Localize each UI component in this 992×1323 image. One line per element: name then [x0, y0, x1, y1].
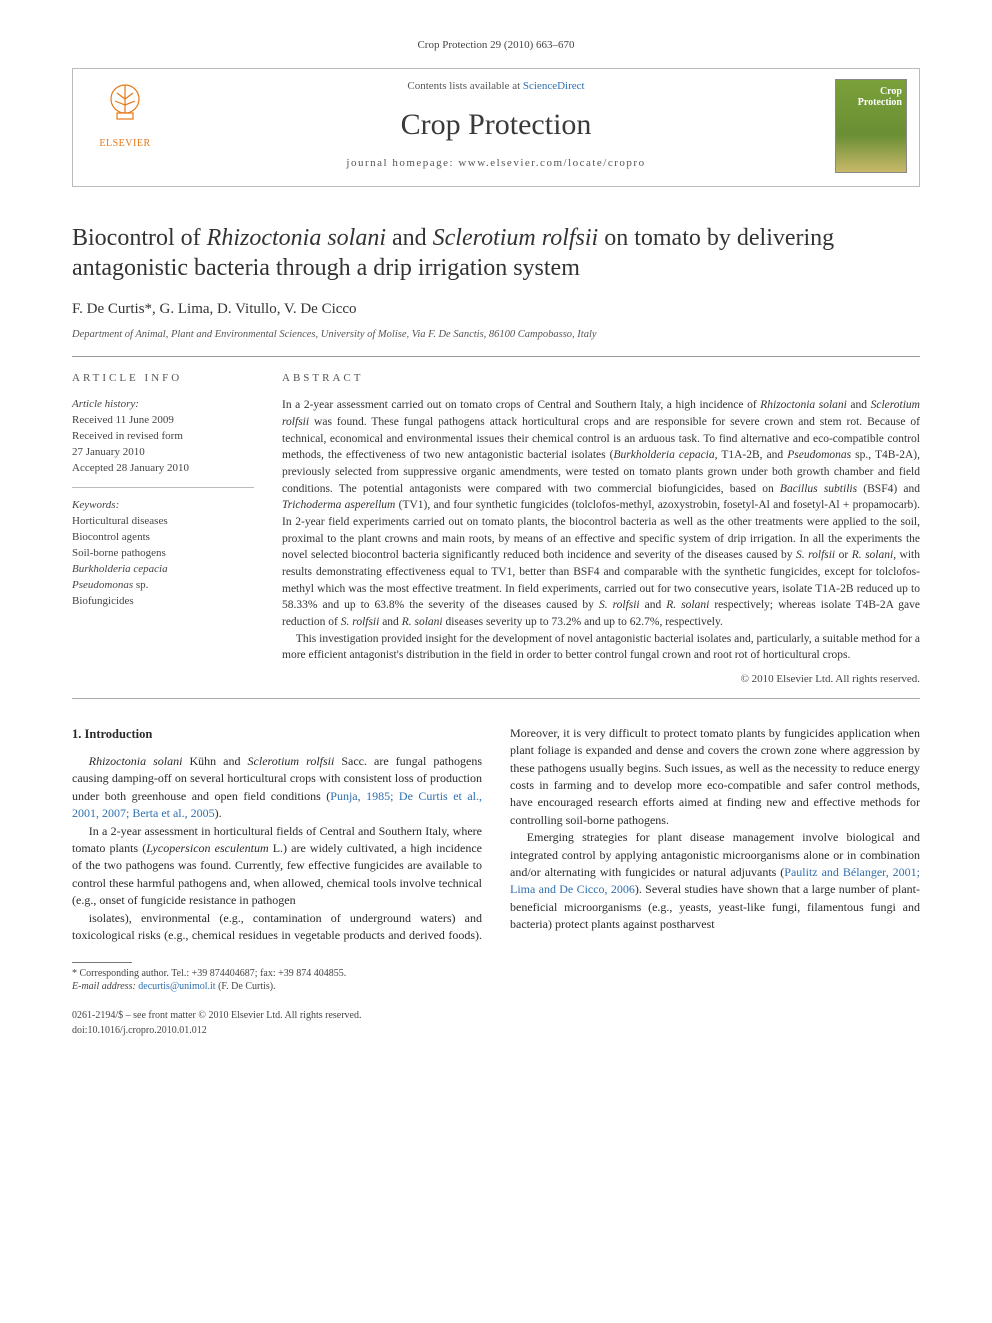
abstract-heading: ABSTRACT: [282, 371, 920, 387]
contents-prefix: Contents lists available at: [407, 80, 522, 92]
corr-author-line: * Corresponding author. Tel.: +39 874404…: [72, 967, 920, 980]
keyword-5: Pseudomonas sp.: [72, 578, 254, 594]
email-label: E-mail address:: [72, 981, 138, 992]
page-root: Crop Protection 29 (2010) 663–670 ELSEVI…: [0, 0, 992, 1078]
title-italic2: Sclerotium rolfsii: [433, 225, 599, 251]
title-italic1: Rhizoctonia solani: [207, 225, 386, 251]
copyright-line: © 2010 Elsevier Ltd. All rights reserved…: [282, 672, 920, 688]
rule-mid: [72, 698, 920, 699]
keyword-5-tail: sp.: [133, 579, 148, 591]
journal-header: ELSEVIER Crop Protection Contents lists …: [72, 68, 920, 187]
intro-p2: In a 2-year assessment in horticultural …: [72, 823, 482, 910]
intro-p4: Emerging strategies for plant disease ma…: [510, 829, 920, 933]
citation-line: Crop Protection 29 (2010) 663–670: [72, 38, 920, 54]
article-history: Article history: Received 11 June 2009 R…: [72, 397, 254, 488]
sciencedirect-link[interactable]: ScienceDirect: [523, 80, 585, 92]
abstract-text: In a 2-year assessment carried out on to…: [282, 397, 920, 664]
abstract-p2: This investigation provided insight for …: [282, 631, 920, 664]
affiliation: Department of Animal, Plant and Environm…: [72, 327, 920, 342]
abstract-p1: In a 2-year assessment carried out on to…: [282, 397, 920, 630]
homepage-url: www.elsevier.com/locate/cropro: [458, 157, 645, 169]
abstract-column: ABSTRACT In a 2-year assessment carried …: [282, 371, 920, 688]
bottom-meta: 0261-2194/$ – see front matter © 2010 El…: [72, 1009, 920, 1038]
cover-title: Crop Protection: [840, 86, 902, 108]
journal-name: Crop Protection: [193, 103, 799, 147]
keyword-4: Burkholderia cepacia: [72, 562, 254, 578]
keywords-block: Keywords: Horticultural diseases Biocont…: [72, 498, 254, 610]
keyword-6: Biofungicides: [72, 594, 254, 610]
author-list: F. De Curtis*, G. Lima, D. Vitullo, V. D…: [72, 299, 920, 321]
title-part1: Biocontrol of: [72, 225, 207, 251]
keyword-2: Biocontrol agents: [72, 530, 254, 546]
corresponding-author-footnote: * Corresponding author. Tel.: +39 874404…: [72, 967, 920, 993]
elsevier-logo: ELSEVIER: [85, 79, 165, 152]
revised-line1: Received in revised form: [72, 429, 254, 445]
title-part2: and: [386, 225, 433, 251]
info-abstract-row: ARTICLE INFO Article history: Received 1…: [72, 357, 920, 688]
keyword-5-ital: Pseudomonas: [72, 579, 133, 591]
received-date: Received 11 June 2009: [72, 413, 254, 429]
intro-p1: Rhizoctonia solani Kühn and Sclerotium r…: [72, 753, 482, 823]
issn-copyright: 0261-2194/$ – see front matter © 2010 El…: [72, 1009, 920, 1024]
publisher-name: ELSEVIER: [85, 137, 165, 152]
elsevier-tree-icon: [97, 79, 153, 135]
email-suffix: (F. De Curtis).: [216, 981, 276, 992]
corr-email-link[interactable]: decurtis@unimol.it: [138, 981, 215, 992]
homepage-prefix: journal homepage:: [346, 157, 458, 169]
contents-available-line: Contents lists available at ScienceDirec…: [193, 79, 799, 95]
body-two-column: 1. Introduction Rhizoctonia solani Kühn …: [72, 725, 920, 944]
journal-cover-thumb: Crop Protection: [835, 79, 907, 173]
keyword-3: Soil-borne pathogens: [72, 546, 254, 562]
keyword-1: Horticultural diseases: [72, 514, 254, 530]
section-heading-intro: 1. Introduction: [72, 725, 482, 743]
keywords-label: Keywords:: [72, 498, 254, 514]
article-info-column: ARTICLE INFO Article history: Received 1…: [72, 371, 254, 688]
doi-line: doi:10.1016/j.cropro.2010.01.012: [72, 1024, 920, 1039]
revised-line2: 27 January 2010: [72, 445, 254, 461]
article-title: Biocontrol of Rhizoctonia solani and Scl…: [72, 223, 920, 283]
history-label: Article history:: [72, 397, 254, 413]
email-line: E-mail address: decurtis@unimol.it (F. D…: [72, 980, 920, 993]
footnote-separator: [72, 962, 132, 963]
article-info-heading: ARTICLE INFO: [72, 371, 254, 387]
accepted-date: Accepted 28 January 2010: [72, 461, 254, 477]
journal-homepage-line: journal homepage: www.elsevier.com/locat…: [193, 156, 799, 172]
